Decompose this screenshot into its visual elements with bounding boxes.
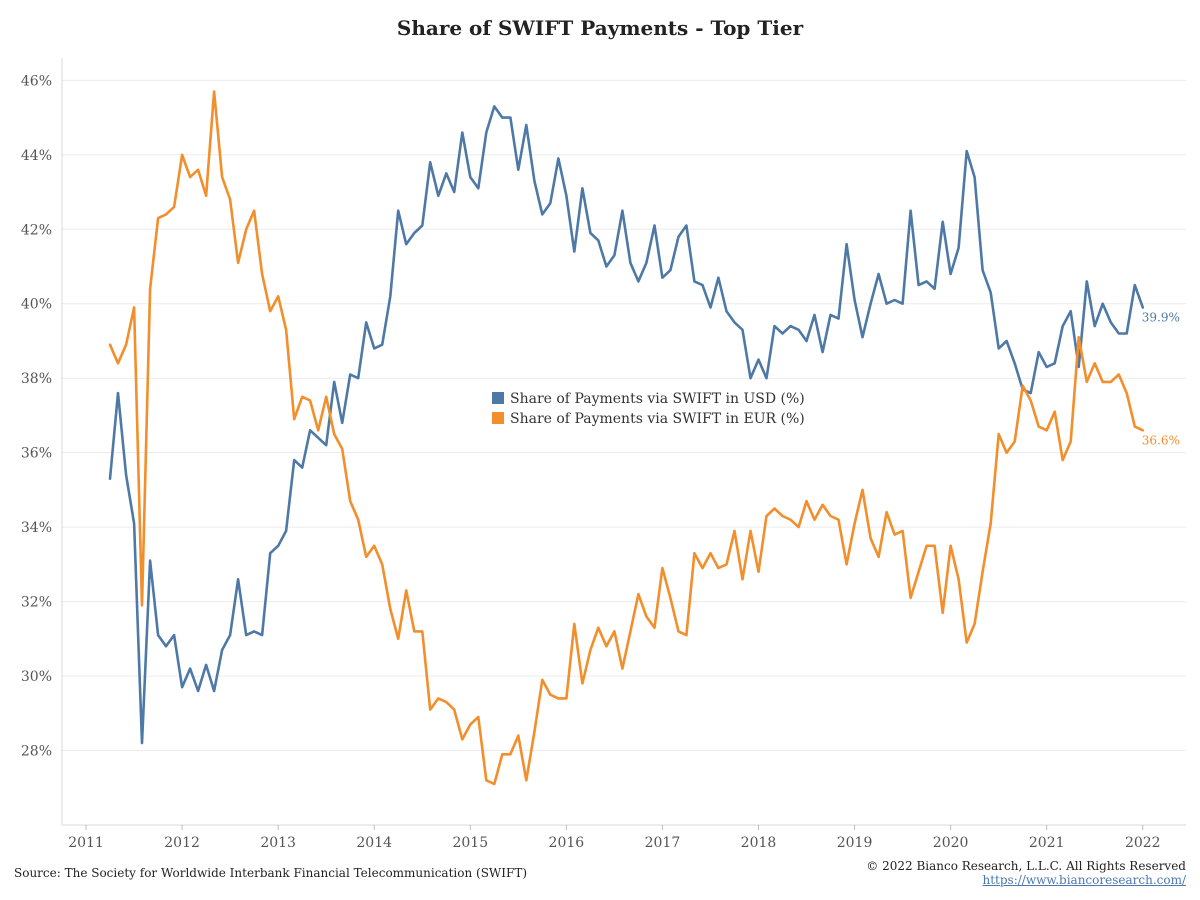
chart-title: Share of SWIFT Payments - Top Tier (396, 16, 804, 40)
series-lines (108, 90, 1145, 786)
x-tick-label: 2018 (741, 835, 777, 851)
series-line-usd (108, 105, 1145, 745)
x-tick-label: 2013 (260, 835, 296, 851)
copyright-block: © 2022 Bianco Research, L.L.C. All Right… (866, 859, 1186, 887)
x-tick-label: 2019 (837, 835, 873, 851)
y-tick-label: 30% (21, 669, 52, 685)
axes: 28% 30% 32% 34% 36% 38% 40% 42% 44% 46% 2011 2012 20… (21, 58, 1186, 851)
source-note: Source: The Society for Worldwide Interb… (14, 866, 528, 880)
gridlines (62, 79, 1186, 752)
end-value-label: 36.6% (1142, 433, 1180, 447)
x-tick-label: 2021 (1029, 835, 1065, 851)
y-tick-label: 46% (21, 73, 52, 89)
y-tick-label: 34% (21, 520, 52, 536)
y-tick-label: 42% (21, 222, 52, 238)
x-tick-label: 2014 (356, 835, 392, 851)
x-tick-label: 2022 (1125, 835, 1161, 851)
y-tick-label: 40% (21, 297, 52, 313)
x-tick-label: 2012 (164, 835, 200, 851)
x-tick-label: 2015 (452, 835, 488, 851)
y-tick-label: 38% (21, 371, 52, 387)
legend-swatch (492, 392, 504, 404)
legend-label: Share of Payments via SWIFT in EUR (%) (510, 411, 805, 427)
x-tick-label: 2020 (933, 835, 969, 851)
y-tick-label: 28% (21, 744, 52, 760)
x-tick-label: 2017 (645, 835, 681, 851)
series-line-eur (108, 90, 1145, 786)
end-labels: 39.9% 36.6% (1142, 310, 1180, 447)
legend: Share of Payments via SWIFT in USD (%) Sh… (492, 391, 805, 427)
y-tick-label: 44% (21, 148, 52, 164)
x-tick-label: 2016 (549, 835, 585, 851)
y-tick-label: 32% (21, 595, 52, 611)
x-tick-label: 2011 (68, 835, 104, 851)
website-link[interactable]: https://www.biancoresearch.com/ (982, 873, 1186, 887)
legend-label: Share of Payments via SWIFT in USD (%) (510, 391, 805, 407)
legend-swatch (492, 412, 504, 424)
copyright-text: © 2022 Bianco Research, L.L.C. All Right… (866, 859, 1186, 873)
end-value-label: 39.9% (1142, 310, 1180, 324)
y-tick-label: 36% (21, 446, 52, 462)
